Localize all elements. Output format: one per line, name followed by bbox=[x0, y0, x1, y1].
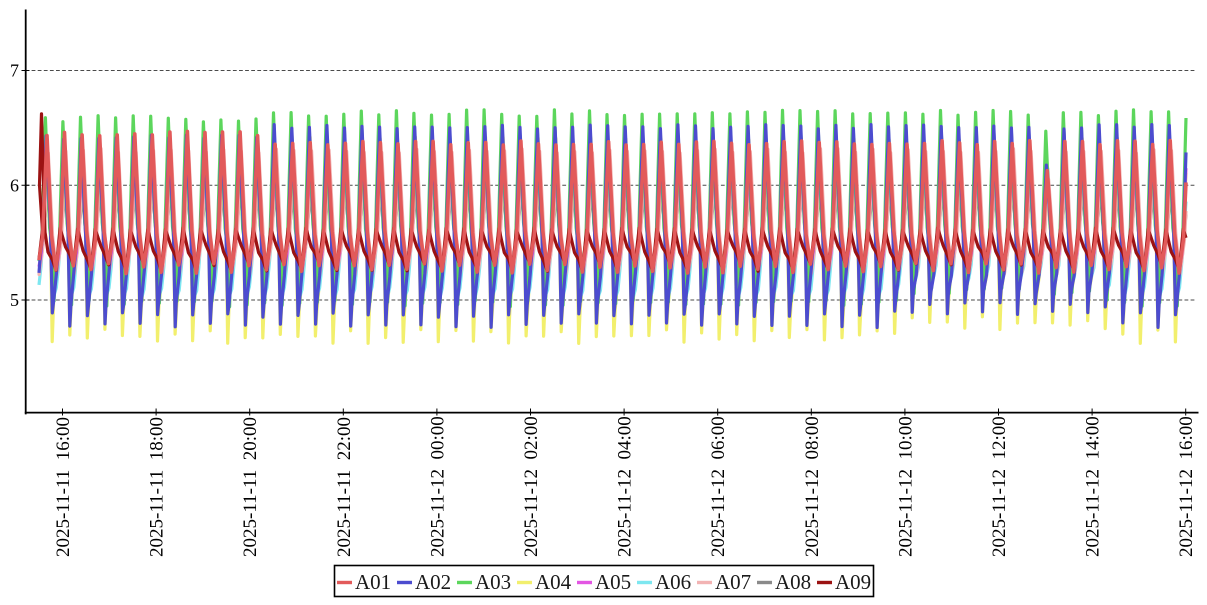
svg-text:2025-11-11 22:00: 2025-11-11 22:00 bbox=[334, 417, 355, 557]
svg-text:2025-11-12 14:00: 2025-11-12 14:00 bbox=[1083, 416, 1104, 557]
svg-text:2025-11-12 02:00: 2025-11-12 02:00 bbox=[521, 416, 542, 557]
svg-text:2025-11-11 18:00: 2025-11-11 18:00 bbox=[147, 417, 168, 557]
svg-text:A05: A05 bbox=[595, 570, 631, 594]
svg-text:A04: A04 bbox=[535, 570, 572, 594]
svg-text:A07: A07 bbox=[715, 570, 751, 594]
svg-text:2025-11-11 20:00: 2025-11-11 20:00 bbox=[240, 417, 261, 557]
svg-text:A08: A08 bbox=[775, 570, 811, 594]
svg-text:2025-11-12 12:00: 2025-11-12 12:00 bbox=[989, 416, 1010, 557]
svg-text:A06: A06 bbox=[655, 570, 691, 594]
svg-text:A02: A02 bbox=[415, 570, 451, 594]
svg-text:2025-11-12 00:00: 2025-11-12 00:00 bbox=[427, 416, 448, 557]
svg-text:5: 5 bbox=[10, 290, 19, 310]
svg-text:A09: A09 bbox=[835, 570, 871, 594]
svg-text:2025-11-11 16:00: 2025-11-11 16:00 bbox=[53, 417, 74, 557]
svg-text:2025-11-12 10:00: 2025-11-12 10:00 bbox=[895, 416, 916, 557]
svg-text:6: 6 bbox=[10, 175, 19, 195]
svg-text:2025-11-12 06:00: 2025-11-12 06:00 bbox=[708, 416, 729, 557]
svg-text:2025-11-12 04:00: 2025-11-12 04:00 bbox=[615, 416, 636, 557]
svg-text:A01: A01 bbox=[355, 570, 391, 594]
svg-text:A03: A03 bbox=[475, 570, 511, 594]
svg-text:2025-11-12 16:00: 2025-11-12 16:00 bbox=[1176, 416, 1197, 557]
svg-text:2025-11-12 08:00: 2025-11-12 08:00 bbox=[802, 416, 823, 557]
svg-text:7: 7 bbox=[10, 61, 19, 81]
